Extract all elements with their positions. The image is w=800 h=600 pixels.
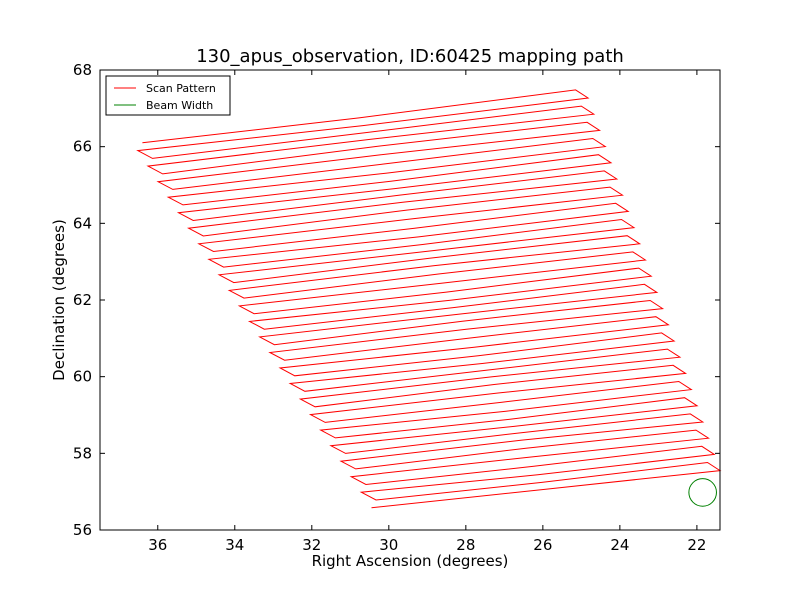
series-layer — [136, 89, 722, 509]
x-tick-label: 22 — [687, 536, 706, 554]
y-tick-label: 62 — [73, 291, 92, 309]
legend-label-scan-pattern: Scan Pattern — [146, 82, 216, 95]
y-tick-label: 68 — [73, 61, 92, 79]
plot-area: 36 34 32 30 28 26 24 22 56 58 60 62 64 66 68 — [73, 61, 722, 554]
x-axis-label: Right Ascension (degrees) — [312, 552, 509, 570]
x-tick-label: 26 — [533, 536, 552, 554]
y-axis-label: Declination (degrees) — [50, 219, 68, 381]
x-tick-label: 36 — [148, 536, 167, 554]
scan-pattern-line — [136, 89, 722, 509]
legend: Scan Pattern Beam Width — [105, 75, 231, 116]
y-tick-label: 58 — [73, 444, 92, 462]
y-tick-label: 66 — [73, 138, 92, 156]
y-tick-label: 60 — [73, 368, 92, 386]
tick-layer: 36 34 32 30 28 26 24 22 56 58 60 62 64 66 68 — [73, 61, 720, 554]
x-tick-label: 34 — [225, 536, 244, 554]
x-tick-label: 24 — [610, 536, 629, 554]
x-tick-label: 30 — [379, 536, 398, 554]
beam-width-circle — [688, 478, 717, 507]
plot-background — [100, 70, 720, 530]
legend-label-beam-width: Beam Width — [146, 99, 213, 112]
x-tick-label: 32 — [302, 536, 321, 554]
x-tick-label: 28 — [456, 536, 475, 554]
legend-box — [105, 75, 231, 116]
chart-title: 130_apus_observation, ID:60425 mapping p… — [196, 46, 624, 67]
y-tick-label: 64 — [73, 214, 92, 232]
y-tick-label: 56 — [73, 521, 92, 539]
